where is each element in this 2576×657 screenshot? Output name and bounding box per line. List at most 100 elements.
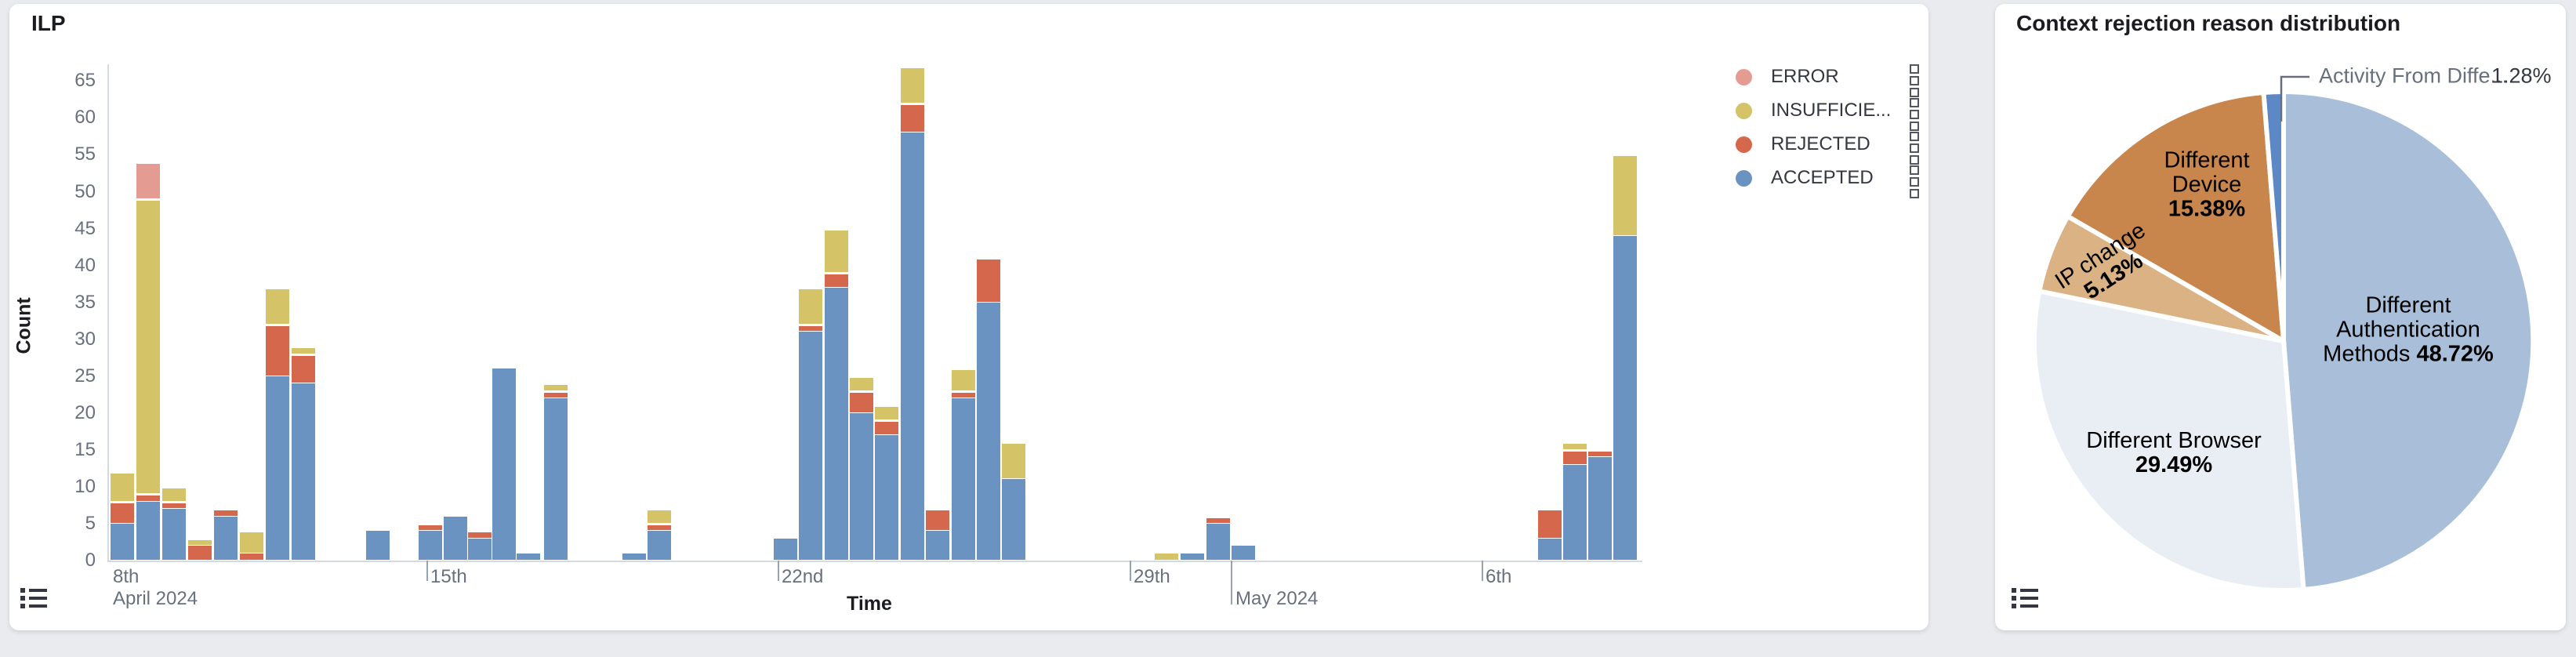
bar-segment-accepted[interactable] xyxy=(1588,457,1612,560)
bar-segment-rejected[interactable] xyxy=(952,392,975,397)
bar-segment-rejected[interactable] xyxy=(875,422,898,435)
legend-list-icon[interactable] xyxy=(20,588,47,610)
bar-segment-insufficient[interactable] xyxy=(111,474,134,501)
bar-segment-insufficient[interactable] xyxy=(825,230,848,272)
bar-segment-insufficient[interactable] xyxy=(136,200,160,494)
pie-slice-different-authentication-methods[interactable] xyxy=(2281,89,2536,593)
bar-segment-insufficient[interactable] xyxy=(292,348,315,354)
bar-segment-insufficient[interactable] xyxy=(240,532,263,553)
bar-segment-rejected[interactable] xyxy=(240,553,263,560)
bar-segment-accepted[interactable] xyxy=(366,531,390,560)
bar-segment-accepted[interactable] xyxy=(266,376,289,560)
legend-item-rejected[interactable]: REJECTED xyxy=(1736,130,1870,158)
bar-segment-accepted[interactable] xyxy=(952,397,975,560)
bar-segment-accepted[interactable] xyxy=(774,538,797,560)
bar-segment-rejected[interactable] xyxy=(111,503,134,523)
bar-segment-rejected[interactable] xyxy=(901,104,924,132)
bar-segment-accepted[interactable] xyxy=(825,287,848,560)
bar-segment-rejected[interactable] xyxy=(214,510,238,516)
bar-segment-insufficient[interactable] xyxy=(850,377,873,390)
y-tick-label: 35 xyxy=(74,291,96,313)
bar-segment-rejected[interactable] xyxy=(188,546,212,560)
y-tick-label: 0 xyxy=(85,550,96,571)
bar-segment-accepted[interactable] xyxy=(492,368,516,560)
bar-segment-rejected[interactable] xyxy=(825,274,848,287)
bar-segment-accepted[interactable] xyxy=(444,516,467,560)
legend-color-dot xyxy=(1736,169,1752,187)
x-tick-label: 8th xyxy=(113,566,140,587)
bar-segment-insufficient[interactable] xyxy=(648,510,671,523)
legend-item-accepted[interactable]: ACCEPTED xyxy=(1736,164,1874,192)
legend-label: ACCEPTED xyxy=(1771,167,1874,188)
bar-segment-rejected[interactable] xyxy=(1538,510,1562,538)
bar-segment-accepted[interactable] xyxy=(544,397,568,560)
bar-segment-insufficient[interactable] xyxy=(1613,156,1637,235)
bar-segment-insufficient[interactable] xyxy=(901,67,924,103)
bar-segment-accepted[interactable] xyxy=(977,302,1000,560)
bar-segment-accepted[interactable] xyxy=(1206,523,1230,560)
bar-segment-accepted[interactable] xyxy=(517,553,540,560)
bar-segment-rejected[interactable] xyxy=(1563,451,1587,464)
pie-slice-different-device[interactable] xyxy=(2064,89,2287,346)
bar-segment-insufficient[interactable] xyxy=(1155,553,1178,560)
legend-item-insufficie[interactable]: INSUFFICIE... xyxy=(1736,96,1891,125)
bar-segment-insufficient[interactable] xyxy=(1002,444,1025,479)
bar-segment-insufficient[interactable] xyxy=(544,385,568,390)
bar-segment-accepted[interactable] xyxy=(1232,546,1255,560)
bar-segment-accepted[interactable] xyxy=(1002,479,1025,560)
bar-segment-accepted[interactable] xyxy=(1538,538,1562,560)
bar-segment-accepted[interactable] xyxy=(419,531,442,560)
bar-segment-accepted[interactable] xyxy=(214,516,238,560)
legend-kebab-icon[interactable] xyxy=(1910,64,1919,100)
bar-segment-insufficient[interactable] xyxy=(799,289,822,324)
bar-segment-rejected[interactable] xyxy=(977,260,1000,302)
legend-kebab-icon[interactable] xyxy=(1910,165,1919,201)
legend-kebab-icon[interactable] xyxy=(1910,98,1919,133)
bar-segment-rejected[interactable] xyxy=(162,503,186,509)
bar-segment-rejected[interactable] xyxy=(799,325,822,332)
legend-kebab-icon[interactable] xyxy=(1910,132,1919,167)
bar-segment-rejected[interactable] xyxy=(419,525,442,531)
bar-segment-accepted[interactable] xyxy=(1181,553,1204,560)
x-tick-mark xyxy=(1231,561,1232,604)
bar-segment-rejected[interactable] xyxy=(136,495,160,501)
bar-segment-rejected[interactable] xyxy=(468,532,492,538)
bar-segment-accepted[interactable] xyxy=(136,501,160,560)
bar-segment-rejected[interactable] xyxy=(1588,451,1612,457)
bar-segment-rejected[interactable] xyxy=(648,525,671,531)
bar-segment-accepted[interactable] xyxy=(799,332,822,560)
bar-segment-rejected[interactable] xyxy=(1206,517,1230,523)
bar-segment-accepted[interactable] xyxy=(901,132,924,560)
pie-slice-label: Different Browser 29.49% xyxy=(2086,428,2262,477)
bar-segment-accepted[interactable] xyxy=(875,435,898,560)
y-tick-label: 55 xyxy=(74,143,96,165)
bar-segment-rejected[interactable] xyxy=(292,355,315,383)
bar-segment-accepted[interactable] xyxy=(1563,464,1587,560)
bar-segment-insufficient[interactable] xyxy=(162,488,186,501)
bar-segment-rejected[interactable] xyxy=(544,392,568,397)
pie-slice-different-browser[interactable] xyxy=(2031,288,2306,593)
bar-segment-insufficient[interactable] xyxy=(266,289,289,324)
legend-item-error[interactable]: ERROR xyxy=(1736,63,1839,91)
bar-segment-insufficient[interactable] xyxy=(952,370,975,390)
bar-segment-accepted[interactable] xyxy=(1613,235,1637,560)
bar-segment-rejected[interactable] xyxy=(926,510,949,531)
bar-segment-accepted[interactable] xyxy=(111,523,134,560)
bar-segment-insufficient[interactable] xyxy=(875,407,898,420)
y-tick-label: 50 xyxy=(74,180,96,202)
bar-segment-accepted[interactable] xyxy=(926,531,949,560)
bar-segment-accepted[interactable] xyxy=(850,412,873,560)
bar-segment-rejected[interactable] xyxy=(850,392,873,412)
bar-segment-error[interactable] xyxy=(136,163,160,198)
bar-segment-rejected[interactable] xyxy=(266,325,289,376)
y-tick-label: 30 xyxy=(74,328,96,350)
bar-segment-accepted[interactable] xyxy=(648,531,671,560)
legend-list-icon[interactable] xyxy=(2012,588,2038,610)
bar-segment-accepted[interactable] xyxy=(292,383,315,560)
bar-segment-insufficient[interactable] xyxy=(1563,444,1587,449)
bar-segment-accepted[interactable] xyxy=(162,509,186,560)
x-tick-label: 15th xyxy=(430,566,467,587)
bar-segment-accepted[interactable] xyxy=(622,553,646,560)
bar-segment-accepted[interactable] xyxy=(468,538,492,560)
bar-segment-insufficient[interactable] xyxy=(188,539,212,546)
